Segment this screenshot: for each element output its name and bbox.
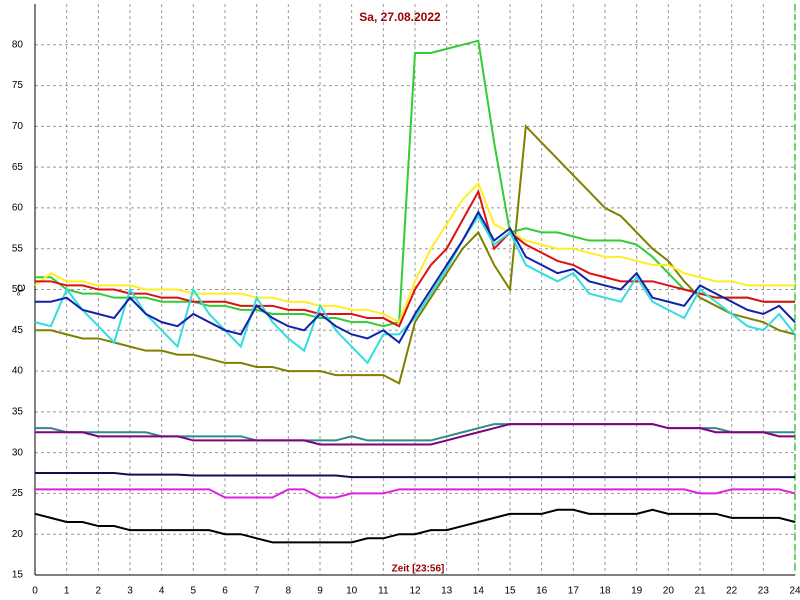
x-tick-label: 15 bbox=[504, 586, 516, 597]
y-tick-label: 75 bbox=[12, 80, 24, 91]
y-tick-label: 45 bbox=[12, 325, 24, 336]
x-tick-label: 10 bbox=[346, 586, 358, 597]
x-axis-label: Zeit [23:56] bbox=[392, 564, 445, 575]
y-axis-label: °C bbox=[16, 284, 28, 296]
series-line bbox=[35, 209, 796, 345]
x-tick-label: 5 bbox=[191, 586, 197, 597]
y-tick-label: 55 bbox=[12, 243, 24, 254]
x-tick-label: 9 bbox=[317, 586, 323, 597]
x-tick-label: 19 bbox=[631, 586, 643, 597]
series-line bbox=[35, 488, 796, 499]
x-tick-label: 24 bbox=[789, 586, 800, 597]
series-line bbox=[34, 508, 796, 544]
y-tick-label: 80 bbox=[12, 39, 24, 50]
series-line bbox=[35, 124, 796, 385]
x-tick-label: 4 bbox=[159, 586, 165, 597]
y-tick-label: 60 bbox=[12, 203, 24, 214]
y-tick-label: 20 bbox=[12, 529, 24, 540]
y-tick-label: 30 bbox=[12, 447, 24, 458]
x-tick-label: 21 bbox=[694, 586, 706, 597]
x-tick-label: 1 bbox=[64, 586, 70, 597]
x-tick-label: 14 bbox=[473, 586, 485, 597]
x-tick-label: 0 bbox=[32, 586, 38, 597]
x-tick-label: 18 bbox=[599, 586, 611, 597]
series-line bbox=[35, 39, 795, 328]
series-line bbox=[35, 472, 795, 479]
x-tick-label: 12 bbox=[409, 586, 421, 597]
x-tick-label: 22 bbox=[726, 586, 738, 597]
x-tick-label: 11 bbox=[378, 586, 389, 597]
x-tick-label: 17 bbox=[568, 586, 580, 597]
x-tick-label: 13 bbox=[441, 586, 453, 597]
series-line bbox=[35, 423, 795, 446]
x-tick-label: 8 bbox=[286, 586, 292, 597]
x-tick-label: 7 bbox=[254, 586, 260, 597]
chart-title: Sa, 27.08.2022 bbox=[359, 10, 441, 24]
x-tick-label: 23 bbox=[758, 586, 770, 597]
y-tick-label: 40 bbox=[12, 366, 24, 377]
x-tick-label: 2 bbox=[96, 586, 102, 597]
y-tick-label: 35 bbox=[12, 406, 24, 417]
y-tick-label: 65 bbox=[12, 162, 24, 173]
x-tick-label: 16 bbox=[536, 586, 548, 597]
series-line bbox=[34, 181, 795, 324]
y-tick-label: 50 bbox=[12, 284, 24, 295]
x-tick-label: 20 bbox=[663, 586, 675, 597]
x-tick-label: 6 bbox=[222, 586, 228, 597]
series-line bbox=[35, 188, 795, 328]
y-tick-label: 70 bbox=[12, 121, 24, 132]
y-tick-label: 25 bbox=[12, 488, 24, 499]
series-line bbox=[34, 214, 796, 365]
y-tick-label: 15 bbox=[12, 570, 24, 581]
x-tick-label: 3 bbox=[127, 586, 133, 597]
